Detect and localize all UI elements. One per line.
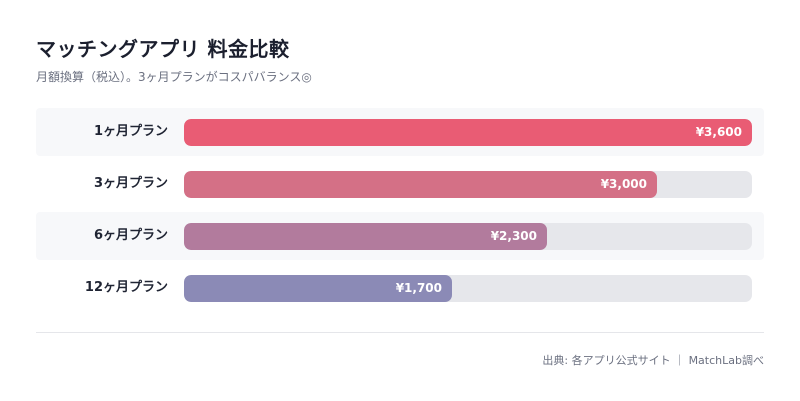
- bar: ¥3,600: [184, 119, 752, 146]
- source-note: 出典: 各アプリ公式サイト ｜ MatchLab調べ: [542, 354, 764, 367]
- bar-value-label: ¥3,600: [695, 125, 742, 139]
- category-label: 6ヶ月プラン: [93, 228, 168, 243]
- bar-track: ¥3,600: [184, 119, 752, 146]
- bar-track: ¥1,700: [184, 275, 752, 302]
- bar: ¥1,700: [184, 275, 452, 302]
- bar-value-label: ¥2,300: [490, 229, 537, 243]
- bar: ¥3,000: [184, 171, 657, 198]
- bar-value-label: ¥1,700: [395, 281, 442, 295]
- bar-chart: 1ヶ月プラン ¥3,600 3ヶ月プラン ¥3,000 6ヶ月プラン ¥2,30…: [36, 108, 764, 316]
- chart-row: 6ヶ月プラン ¥2,300: [36, 212, 764, 260]
- chart-row: 3ヶ月プラン ¥3,000: [36, 160, 764, 208]
- chart-title: マッチングアプリ 料金比較: [36, 37, 290, 61]
- chart-subtitle: 月額換算（税込）。3ヶ月プランがコスパバランス◎: [36, 70, 312, 84]
- chart-row: 12ヶ月プラン ¥1,700: [36, 264, 764, 312]
- category-label: 3ヶ月プラン: [93, 176, 168, 191]
- bar-value-label: ¥3,000: [600, 177, 647, 191]
- bar: ¥2,300: [184, 223, 547, 250]
- bar-track: ¥2,300: [184, 223, 752, 250]
- category-label: 1ヶ月プラン: [93, 124, 168, 139]
- bar-track: ¥3,000: [184, 171, 752, 198]
- chart-row: 1ヶ月プラン ¥3,600: [36, 108, 764, 156]
- divider: [36, 332, 764, 333]
- category-label: 12ヶ月プラン: [84, 280, 168, 295]
